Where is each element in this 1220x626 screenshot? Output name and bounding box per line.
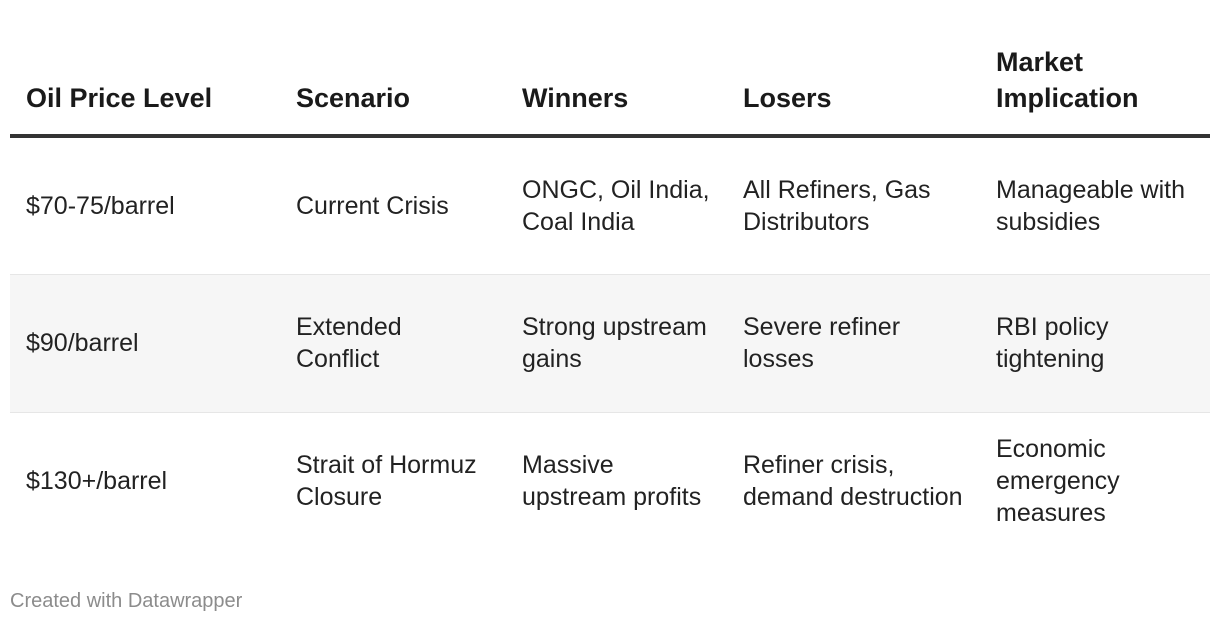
header-oil-price-level[interactable]: Oil Price Level [10, 44, 280, 138]
data-table-container: Oil Price Level Scenario Winners Losers … [10, 44, 1210, 550]
cell-market-implication: RBI policy tightening [980, 274, 1210, 413]
cell-losers: Severe refiner losses [727, 274, 980, 413]
cell-oil-price-level: $90/barrel [10, 274, 280, 413]
table-header: Oil Price Level Scenario Winners Losers … [10, 44, 1210, 138]
cell-scenario: Current Crisis [280, 136, 506, 275]
cell-oil-price-level: $130+/barrel [26, 467, 168, 496]
header-market-implication[interactable]: Market Implication [980, 44, 1210, 138]
cell-winners: Massive upstream profits [522, 451, 702, 512]
cell-scenario: Extended Conflict [280, 274, 506, 413]
oil-price-scenario-table: Oil Price Level Scenario Winners Losers … [10, 44, 1210, 550]
cell-oil-price-level: $70-75/barrel [10, 136, 280, 275]
table-body: $70-75/barrel Current Crisis ONGC, Oil I… [10, 136, 1210, 550]
cell-winners: Strong upstream gains [506, 274, 727, 413]
table-row: $130+/barrel Strait of Hormuz Closure Ma… [10, 412, 1210, 550]
cell-scenario: Strait of Hormuz Closure [296, 451, 477, 512]
header-row: Oil Price Level Scenario Winners Losers … [10, 44, 1210, 138]
datawrapper-credit-link[interactable]: Created with Datawrapper [10, 590, 243, 612]
header-scenario[interactable]: Scenario [280, 44, 506, 138]
table-row: $70-75/barrel Current Crisis ONGC, Oil I… [10, 136, 1210, 275]
header-losers[interactable]: Losers [727, 44, 980, 138]
header-winners[interactable]: Winners [506, 44, 727, 138]
cell-losers: Refiner crisis, demand destruction [743, 451, 963, 512]
cell-market-implication: Economic emergency measures [996, 435, 1120, 528]
cell-losers: All Refiners, Gas Distributors [727, 136, 980, 275]
cell-winners: ONGC, Oil India, Coal India [506, 136, 727, 275]
cell-market-implication: Manageable with subsidies [980, 136, 1210, 275]
table-row: $90/barrel Extended Conflict Strong upst… [10, 274, 1210, 413]
